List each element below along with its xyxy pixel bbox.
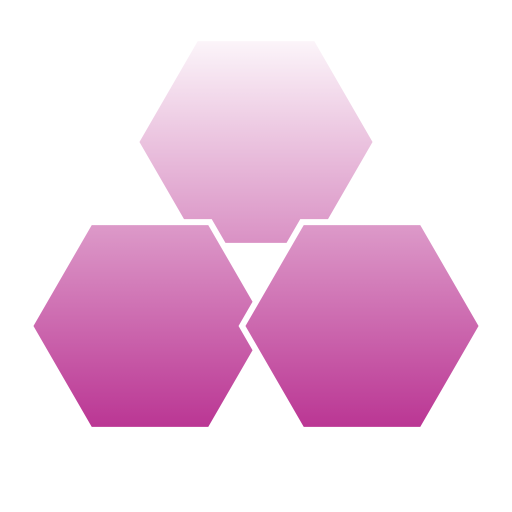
hexagon-logo xyxy=(0,0,512,512)
hexagon xyxy=(30,222,270,430)
hexagon xyxy=(136,38,376,246)
hexagon xyxy=(242,222,482,430)
hexagon-cluster-icon xyxy=(0,0,512,512)
